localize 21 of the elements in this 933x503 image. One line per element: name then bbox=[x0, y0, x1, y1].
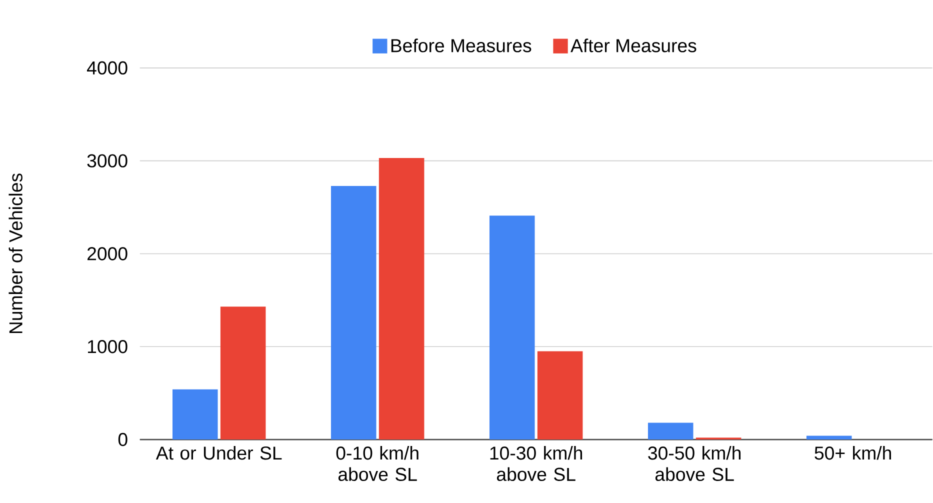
x-tick-label: At or Under SL bbox=[156, 446, 282, 460]
legend-label: Before Measures bbox=[391, 38, 532, 52]
bar bbox=[537, 351, 583, 440]
bar bbox=[220, 306, 266, 440]
legend-label: After Measures bbox=[570, 38, 696, 52]
bar bbox=[378, 158, 424, 440]
bar bbox=[330, 186, 376, 440]
x-tick-label: 30-50 km/h above SL bbox=[648, 446, 741, 481]
bar bbox=[806, 436, 852, 440]
y-tick-label: 3000 bbox=[87, 154, 128, 168]
bar bbox=[648, 422, 694, 440]
x-tick-label: 10-30 km/h above SL bbox=[490, 446, 582, 481]
y-axis-title: Number of Vehicles bbox=[8, 173, 22, 333]
y-tick-label: 2000 bbox=[88, 246, 128, 260]
bar bbox=[172, 389, 218, 440]
y-tick-label: 4000 bbox=[86, 61, 128, 74]
x-tick-label: 50+ km/h bbox=[814, 446, 891, 460]
x-tick-label: 0-10 km/h above SL bbox=[336, 446, 418, 481]
y-tick-label: 0 bbox=[118, 432, 128, 446]
bar bbox=[489, 215, 535, 440]
y-tick-label: 1000 bbox=[88, 340, 128, 354]
